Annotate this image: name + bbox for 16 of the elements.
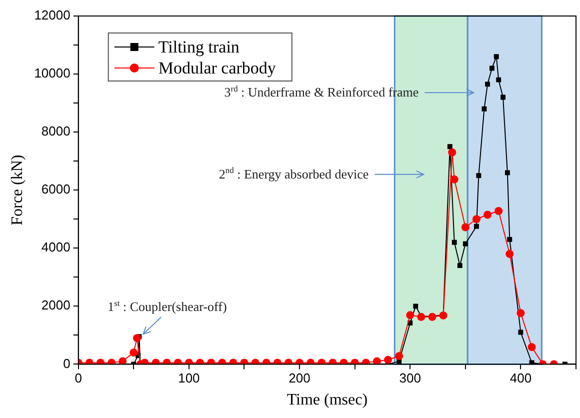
x-axis-title: Time (msec): [286, 392, 368, 409]
y-tick-label: 10000: [34, 66, 70, 81]
legend-label: Tilting train: [158, 37, 240, 56]
y-tick-label: 8000: [41, 124, 70, 139]
y-tick-label: 2000: [41, 298, 70, 313]
y-tick-label: 12000: [34, 8, 70, 23]
x-tick-label: 0: [74, 370, 82, 386]
x-tick-label: 400: [510, 370, 532, 386]
y-tick-label: 6000: [41, 182, 70, 197]
x-tick-label: 100: [178, 370, 200, 386]
x-tick-label: 300: [399, 370, 421, 386]
x-tick-label: 200: [288, 370, 310, 386]
y-tick-label: 0: [63, 356, 70, 371]
legend-label: Modular carbody: [158, 58, 276, 78]
y-axis-title: Force (kN): [8, 154, 26, 226]
y-tick-label: 4000: [41, 240, 70, 255]
